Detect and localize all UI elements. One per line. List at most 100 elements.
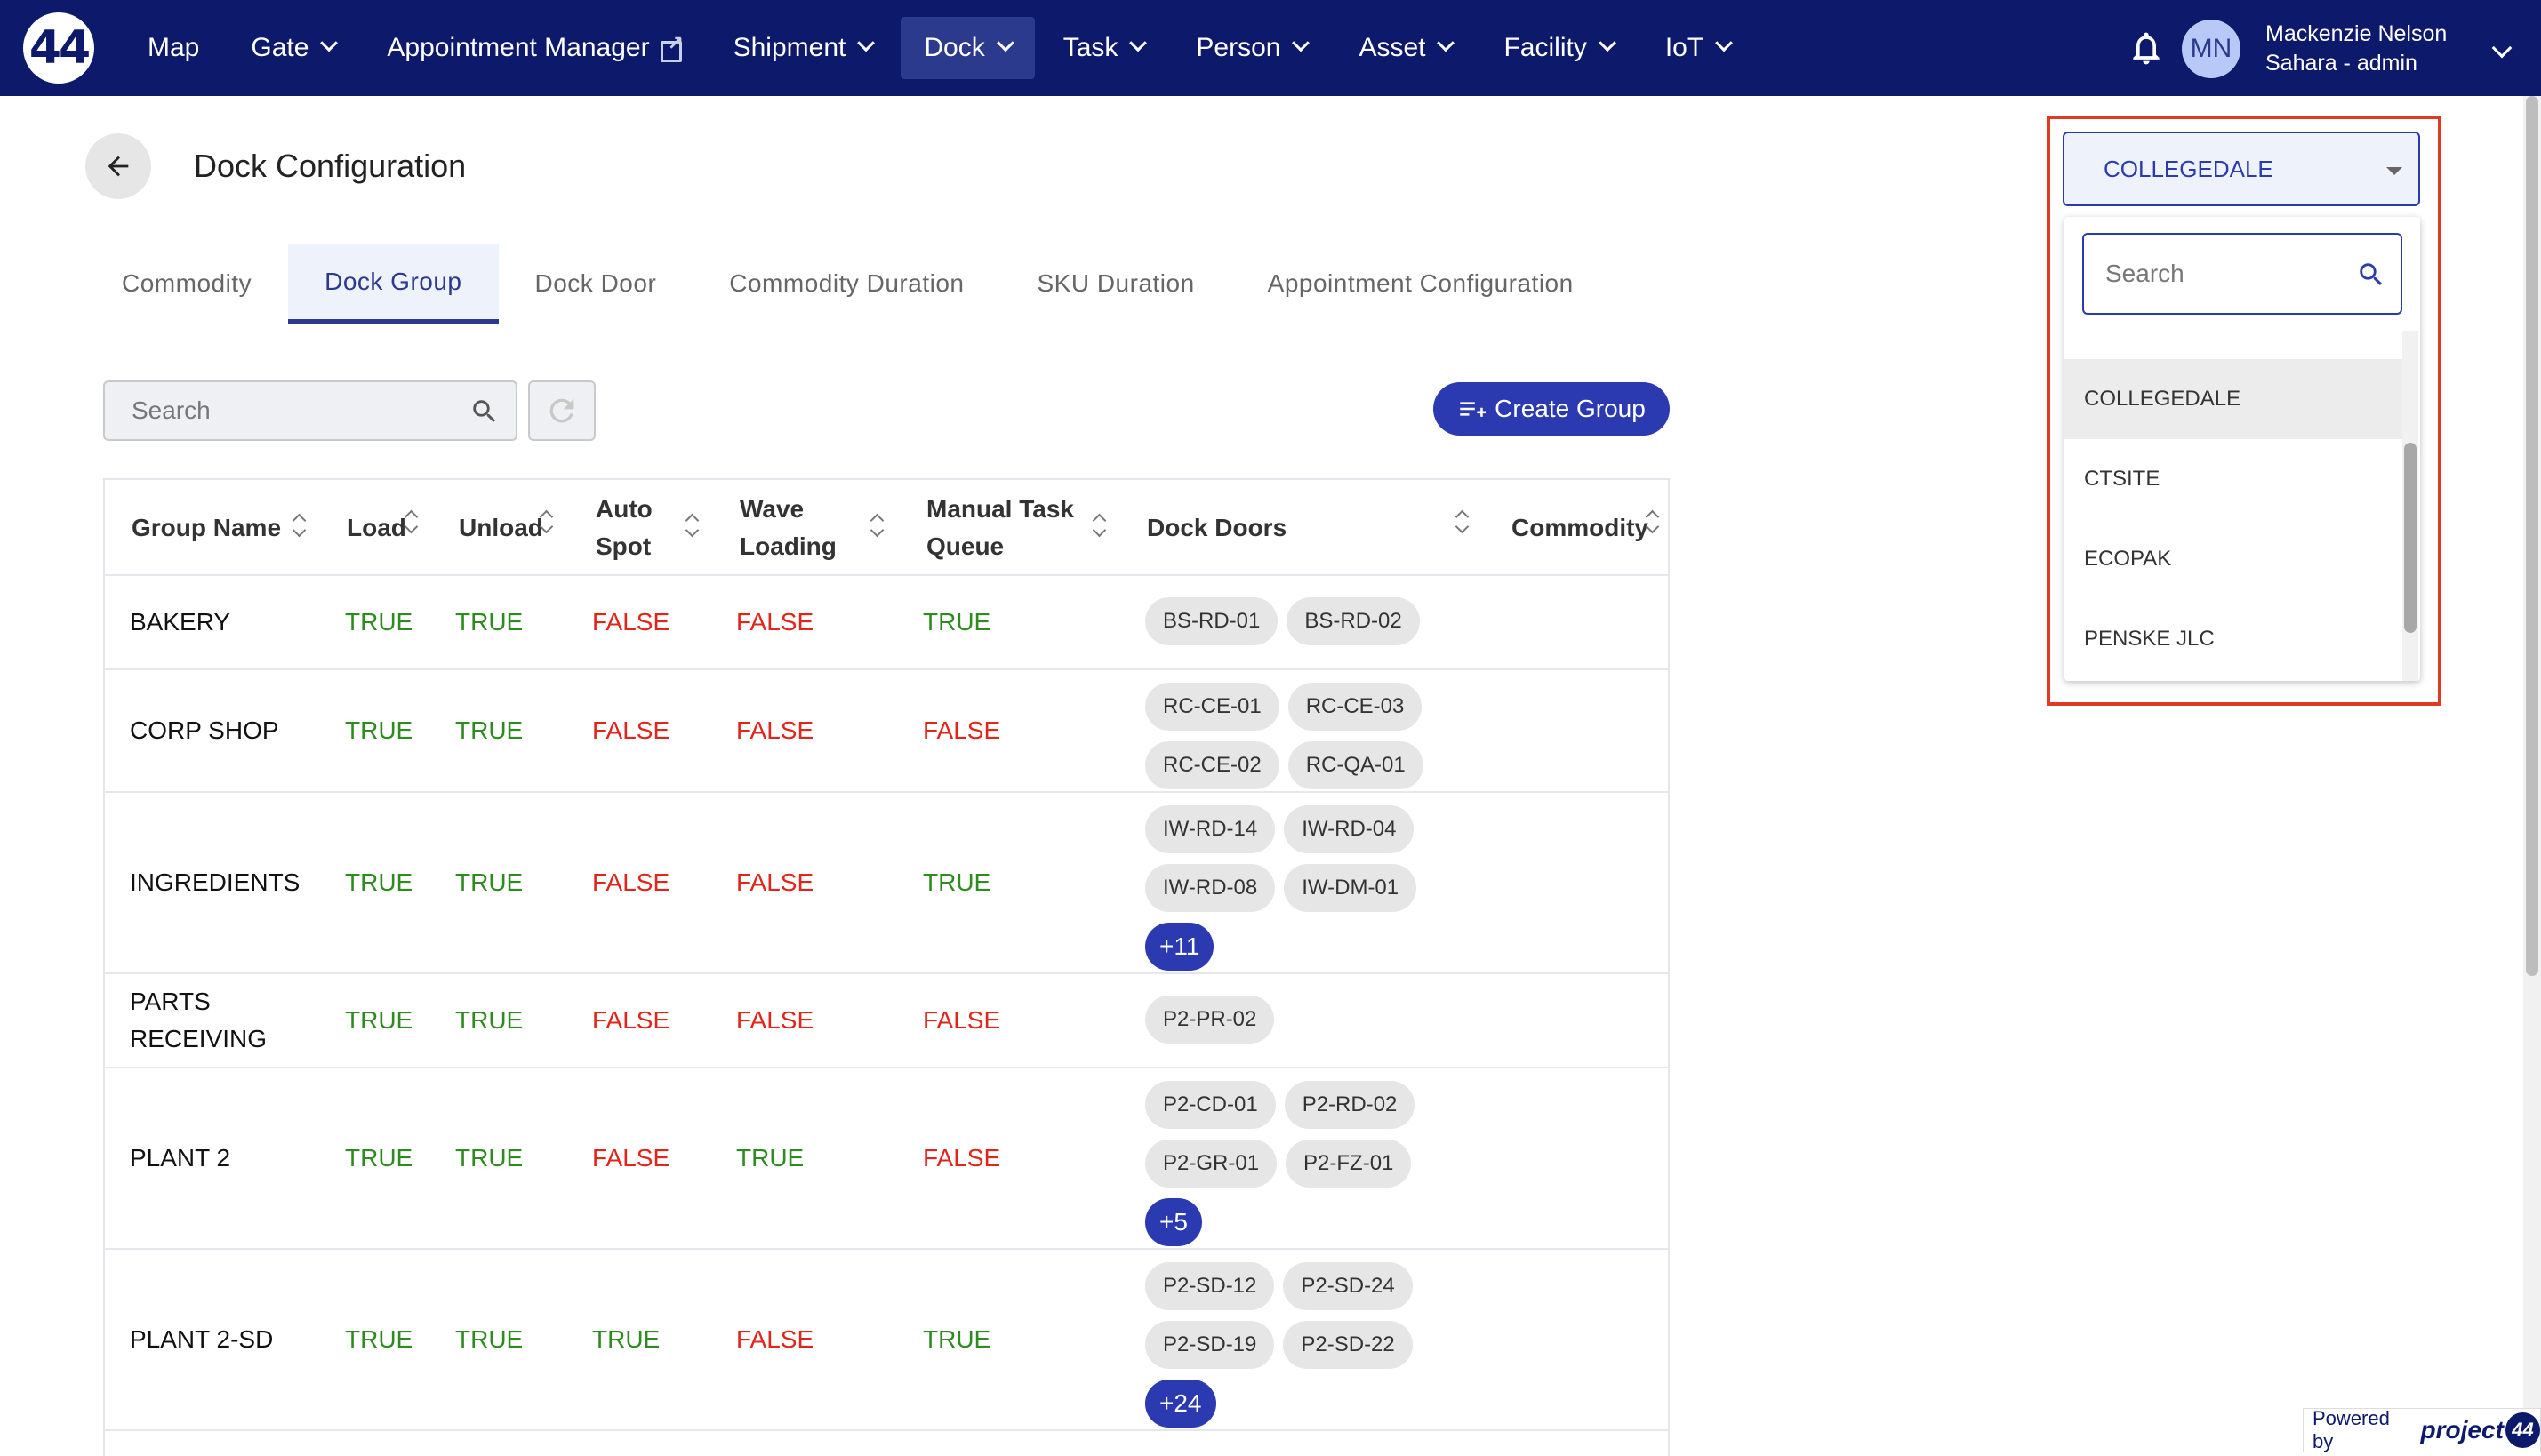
dock-group-table: Group Name Load Unload Auto Spot Wave Load…	[103, 478, 1670, 1456]
dock-door-chip[interactable]: P2-RD-02	[1284, 1081, 1415, 1129]
facility-search[interactable]	[2082, 233, 2402, 315]
col-header-wave-loading[interactable]: Wave Loading	[740, 495, 837, 560]
dock-door-chip[interactable]: P2-CD-01	[1145, 1081, 1276, 1129]
sort-icon[interactable]	[1455, 508, 1469, 535]
col-header-commodity[interactable]: Commodity	[1511, 514, 1648, 541]
dock-door-chip[interactable]: P2-PR-02	[1145, 996, 1275, 1044]
table-row[interactable]: CORP SHOP TRUE TRUE FALSE FALSE FALSE RC-CE-01…	[105, 670, 1668, 793]
create-group-button[interactable]: Create Group	[1433, 382, 1670, 436]
tab-dock-door[interactable]: Dock Door	[534, 269, 657, 297]
wave-cell: FALSE	[736, 1325, 814, 1353]
back-button[interactable]	[85, 133, 151, 199]
group-search-input[interactable]	[132, 396, 461, 425]
notification-bell-icon[interactable]	[2127, 27, 2166, 69]
dock-door-chip[interactable]: P2-SD-19	[1145, 1321, 1275, 1369]
nav-item-appointment-manager[interactable]: Appointment Manager	[364, 17, 704, 79]
facility-search-input[interactable]	[2105, 260, 2345, 288]
page-scrollbar[interactable]	[2523, 96, 2541, 1452]
dock-door-chip[interactable]: RC-CE-01	[1145, 683, 1279, 731]
nav-item-facility[interactable]: Facility	[1480, 17, 1636, 79]
user-menu-chevron-icon[interactable]	[2491, 37, 2513, 59]
dock-door-chip[interactable]: IW-RD-04	[1284, 805, 1415, 853]
col-header-load[interactable]: Load	[347, 514, 406, 541]
facility-option[interactable]: CTSITE	[2084, 467, 2160, 491]
dock-door-chip[interactable]: P2-GR-01	[1145, 1140, 1278, 1188]
chevron-down-icon	[1129, 34, 1148, 52]
table-row[interactable]: PLANT 2 TRUE TRUE FALSE TRUE FALSE P2-CD-01 P2-…	[105, 1068, 1668, 1250]
dock-door-chip[interactable]: BS-RD-01	[1145, 597, 1279, 645]
nav-item-task[interactable]: Task	[1040, 17, 1168, 79]
group-search[interactable]	[103, 380, 517, 441]
chevron-down-icon	[857, 34, 876, 52]
nav-item-asset[interactable]: Asset	[1335, 17, 1475, 79]
user-info[interactable]: Mackenzie Nelson Sahara - admin	[2265, 20, 2447, 78]
group-name-line: PLANT 2-SD	[130, 1325, 274, 1353]
manual-cell: TRUE	[923, 868, 991, 896]
dock-door-chip[interactable]: RC-QA-01	[1287, 741, 1423, 789]
sort-icon[interactable]	[539, 508, 553, 535]
dock-door-chip[interactable]: P2-FZ-01	[1286, 1140, 1412, 1188]
table-row[interactable]: BAKERY TRUE TRUE FALSE FALSE TRUE BS-RD-01 BS-R…	[105, 576, 1668, 670]
sort-icon[interactable]	[292, 512, 306, 539]
app-logo[interactable]: 44	[23, 12, 94, 84]
dock-door-chip[interactable]: IW-DM-01	[1284, 864, 1417, 912]
dropdown-scrollbar[interactable]	[2402, 331, 2418, 681]
tab-commodity[interactable]: Commodity	[122, 269, 252, 297]
tab-sku-duration[interactable]: SKU Duration	[1037, 269, 1195, 297]
col-header-unload[interactable]: Unload	[459, 514, 543, 541]
col-header-dock-doors[interactable]: Dock Doors	[1147, 514, 1287, 541]
dock-door-chip[interactable]: P2-SD-22	[1283, 1321, 1413, 1369]
playlist-add-icon	[1460, 402, 1487, 417]
facility-option[interactable]: COLLEGEDALE	[2064, 359, 2402, 439]
more-doors-chip[interactable]: +5	[1145, 1198, 1202, 1246]
refresh-icon	[549, 398, 574, 423]
col-header-manual-task-queue[interactable]: Manual Task Queue	[926, 495, 1074, 560]
sort-icon[interactable]	[1645, 508, 1659, 535]
tab-dock-group[interactable]: Dock Group	[288, 244, 499, 324]
highlight-box	[2047, 116, 2441, 706]
table-row[interactable]: PLANT 2-SD TRUE TRUE TRUE FALSE TRUE P2-SD-12 P…	[105, 1250, 1668, 1431]
dock-door-chip[interactable]: RC-CE-02	[1145, 741, 1279, 789]
facility-option[interactable]: ECOPAK	[2084, 547, 2172, 571]
col-header-group-name[interactable]: Group Name	[132, 514, 282, 541]
facility-option[interactable]: PENSKE JLC	[2084, 627, 2215, 651]
col-header-auto-spot[interactable]: Auto Spot	[596, 495, 653, 560]
nav-item-person[interactable]: Person	[1173, 17, 1330, 79]
table-row[interactable]: INGREDIENTS TRUE TRUE FALSE FALSE TRUE IW-RD-1…	[105, 793, 1668, 974]
wave-cell: FALSE	[736, 868, 814, 896]
dock-door-chip[interactable]: RC-CE-03	[1287, 683, 1423, 731]
sort-icon[interactable]	[404, 508, 418, 535]
group-name-cell: PARTS RECEIVING	[130, 974, 267, 1067]
dock-door-chip[interactable]: IW-RD-08	[1145, 864, 1276, 912]
more-doors-chip[interactable]: +24	[1145, 1380, 1216, 1428]
nav-item-map[interactable]: Map	[124, 17, 222, 79]
nav-item-label: Dock	[924, 33, 985, 62]
dock-door-chip[interactable]: P2-SD-24	[1283, 1262, 1413, 1310]
nav-item-gate[interactable]: Gate	[228, 17, 358, 79]
nav-item-label: Task	[1062, 33, 1118, 62]
refresh-button[interactable]	[528, 380, 596, 441]
nav-item-dock[interactable]: Dock	[901, 17, 1035, 79]
dock-doors-cell: IW-RD-14 IW-RD-04 IW-RD-08 IW-DM-01 +11	[1145, 805, 1439, 981]
dock-door-chip[interactable]: BS-RD-02	[1287, 597, 1420, 645]
dock-door-chip[interactable]: IW-RD-14	[1145, 805, 1276, 853]
group-name-cell: BAKERY	[130, 576, 230, 668]
config-tabs: Commodity Dock Group Dock Door Commodity Du…	[85, 244, 1610, 324]
unload-cell: TRUE	[455, 608, 524, 636]
page-scrollbar-thumb[interactable]	[2526, 96, 2538, 976]
dock-doors-cell: P2-PR-02	[1145, 996, 1439, 1054]
user-avatar[interactable]: MN	[2182, 20, 2240, 78]
table-row[interactable]: PARTS RECEIVING TRUE TRUE FALSE FALSE FALSE P2-…	[105, 974, 1668, 1068]
sort-icon[interactable]	[1092, 512, 1106, 539]
nav-item-iot[interactable]: IoT	[1642, 17, 1753, 79]
dropdown-scrollbar-thumb[interactable]	[2404, 443, 2417, 633]
facility-select[interactable]: COLLEGEDALE	[2063, 132, 2420, 206]
nav-item-shipment[interactable]: Shipment	[710, 17, 896, 79]
sort-icon[interactable]	[685, 512, 699, 539]
dock-door-chip[interactable]: P2-SD-12	[1145, 1262, 1275, 1310]
tab-appointment-configuration[interactable]: Appointment Configuration	[1267, 269, 1574, 297]
sort-icon[interactable]	[870, 512, 884, 539]
more-doors-chip[interactable]: +11	[1145, 923, 1214, 971]
group-name-line: INGREDIENTS	[130, 868, 301, 896]
tab-commodity-duration[interactable]: Commodity Duration	[729, 269, 965, 297]
